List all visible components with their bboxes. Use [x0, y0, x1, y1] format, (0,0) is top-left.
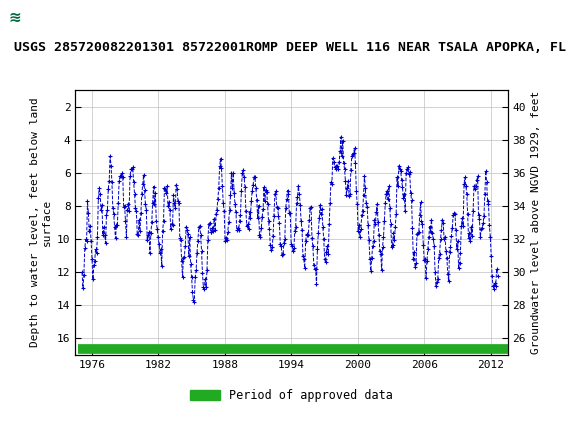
Y-axis label: Groundwater level above NGVD 1929, feet: Groundwater level above NGVD 1929, feet	[531, 91, 541, 354]
Bar	[5, 3, 54, 33]
Text: USGS 285720082201301 85722001ROMP DEEP WELL 116 NEAR TSALA APOPKA, FL: USGS 285720082201301 85722001ROMP DEEP W…	[14, 41, 566, 54]
Text: USGS: USGS	[21, 10, 68, 25]
Y-axis label: Depth to water level, feet below land
surface: Depth to water level, feet below land su…	[30, 98, 52, 347]
Legend: Period of approved data: Period of approved data	[186, 384, 397, 407]
Text: ≋: ≋	[8, 10, 21, 25]
